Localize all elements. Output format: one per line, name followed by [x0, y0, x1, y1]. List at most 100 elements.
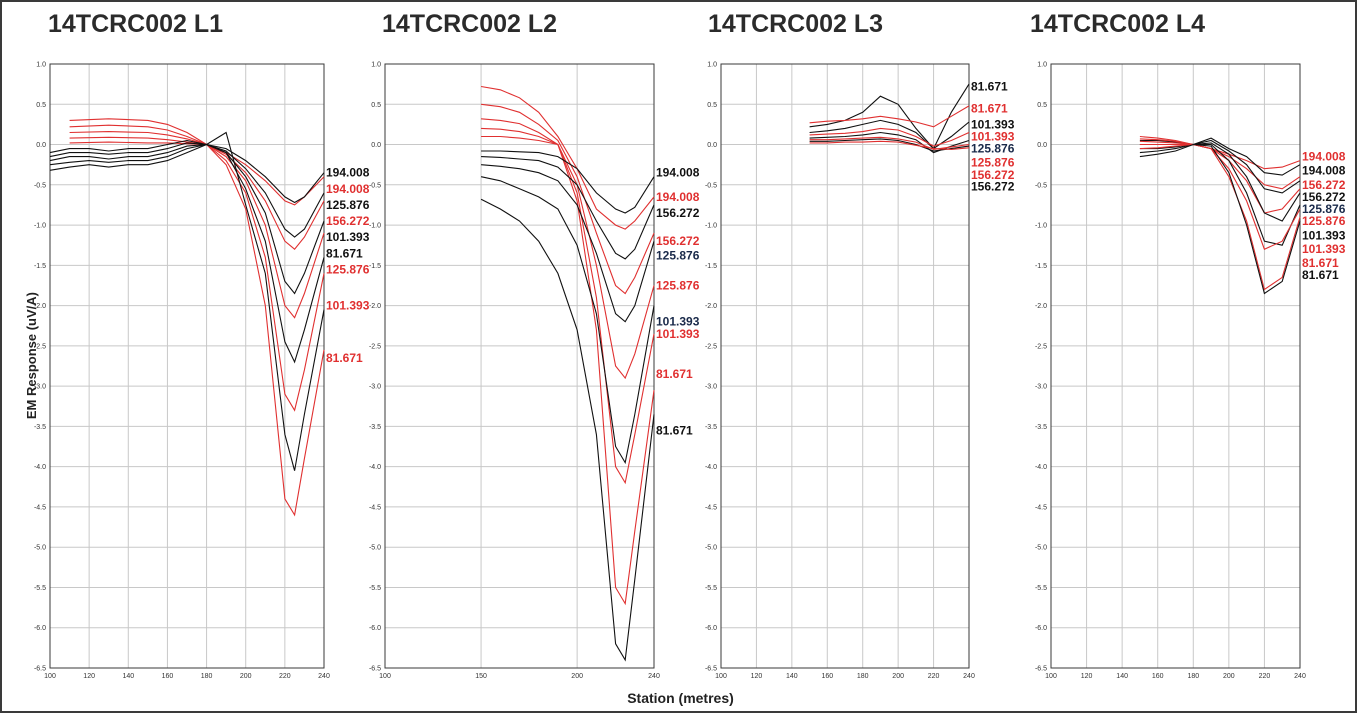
y-tick-label: 0.0	[36, 142, 46, 149]
y-tick-label: -1.5	[1035, 263, 1047, 270]
series-line	[69, 136, 325, 412]
y-tick-label: -0.5	[1035, 182, 1047, 189]
series-line	[809, 138, 970, 152]
y-tick-label: -2.0	[1035, 303, 1047, 310]
y-tick-label: -4.0	[1035, 464, 1047, 471]
x-tick-label: 240	[1294, 673, 1306, 680]
series-label: 81.671	[971, 101, 1008, 115]
y-tick-label: -2.0	[34, 303, 46, 310]
y-tick-label: -2.5	[705, 343, 717, 350]
series-line	[809, 119, 970, 150]
x-tick-label: 220	[1259, 673, 1271, 680]
series-line	[1139, 137, 1301, 176]
y-tick-label: -5.5	[705, 585, 717, 592]
series-label: 156.272	[656, 206, 700, 220]
x-tick-label: 140	[786, 673, 798, 680]
plot-frame	[720, 63, 970, 669]
plot-frame	[384, 63, 655, 669]
y-tick-label: -3.0	[1035, 384, 1047, 391]
y-tick-label: -0.5	[705, 182, 717, 189]
y-tick-label: -2.5	[34, 343, 46, 350]
y-tick-label: -2.5	[369, 343, 381, 350]
series-line	[809, 136, 970, 150]
panel-title-l4: 14TCRC002 L4	[1030, 10, 1206, 38]
series-line	[481, 127, 655, 485]
y-tick-label: 1.0	[1037, 62, 1047, 69]
y-tick-label: -3.0	[34, 384, 46, 391]
series-line	[49, 142, 325, 238]
y-tick-label: -0.5	[34, 182, 46, 189]
series-label: 194.008	[1302, 163, 1346, 177]
y-tick-label: 0.0	[1037, 142, 1047, 149]
y-tick-label: -3.5	[1035, 424, 1047, 431]
series-line	[49, 143, 325, 364]
y-tick-label: -4.5	[369, 504, 381, 511]
series-line	[1139, 143, 1301, 295]
y-tick-label: -2.0	[369, 303, 381, 310]
series-line	[1139, 143, 1301, 246]
series-label: 81.671	[1302, 268, 1339, 282]
series-line	[69, 141, 325, 517]
series-label: 125.876	[656, 278, 700, 292]
y-tick-label: -6.0	[369, 625, 381, 632]
series-label: 81.671	[971, 80, 1008, 94]
series-label: 156.272	[656, 234, 700, 248]
series-line	[1139, 138, 1301, 190]
series-label: 125.876	[326, 262, 370, 276]
y-tick-label: -3.5	[34, 424, 46, 431]
y-tick-label: -5.0	[369, 545, 381, 552]
series-label: 194.008	[326, 182, 370, 196]
y-tick-label: 0.5	[707, 102, 717, 109]
series-label: 194.008	[656, 166, 700, 180]
series-label: 81.671	[326, 246, 363, 260]
series-label: 156.272	[971, 179, 1015, 193]
series-line	[49, 143, 325, 295]
y-tick-label: -3.5	[369, 424, 381, 431]
x-tick-label: 140	[122, 673, 134, 680]
y-tick-label: -3.0	[705, 384, 717, 391]
series-label: 156.272	[1302, 190, 1346, 204]
y-tick-label: -1.0	[34, 223, 46, 230]
y-tick-label: -6.5	[34, 666, 46, 673]
series-line	[481, 135, 655, 606]
series-line	[481, 156, 655, 260]
series-label: 101.393	[326, 230, 370, 244]
series-label: 81.671	[656, 367, 693, 381]
y-tick-label: -6.0	[34, 625, 46, 632]
x-tick-label: 120	[83, 673, 95, 680]
series-label: 125.876	[326, 198, 370, 212]
y-tick-label: 0.0	[707, 142, 717, 149]
y-tick-label: -4.5	[34, 504, 46, 511]
x-axis-label: Station (metres)	[627, 690, 734, 706]
series-line	[809, 140, 970, 150]
series-label: 101.393	[656, 315, 700, 329]
x-tick-label: 200	[571, 673, 583, 680]
y-tick-label: -6.0	[705, 625, 717, 632]
series-label: 194.008	[656, 190, 700, 204]
plot-frame	[49, 63, 325, 669]
y-tick-label: -1.0	[1035, 223, 1047, 230]
y-tick-label: 1.0	[36, 62, 46, 69]
x-tick-label: 100	[379, 673, 391, 680]
x-tick-label: 160	[1152, 673, 1164, 680]
y-tick-label: 0.0	[371, 142, 381, 149]
series-line	[480, 176, 655, 465]
y-tick-label: -4.0	[34, 464, 46, 471]
x-tick-label: 220	[279, 673, 291, 680]
series-line	[1139, 142, 1301, 222]
y-tick-label: -5.5	[34, 585, 46, 592]
y-tick-label: -0.5	[369, 182, 381, 189]
series-line	[49, 131, 325, 471]
y-tick-label: -3.5	[705, 424, 717, 431]
series-line	[69, 131, 325, 319]
x-tick-label: 240	[318, 673, 330, 680]
y-tick-label: -3.0	[369, 384, 381, 391]
x-tick-label: 120	[751, 673, 763, 680]
series-label: 194.008	[1302, 150, 1346, 164]
series-line	[809, 105, 970, 128]
series-label: 101.393	[1302, 242, 1346, 256]
y-tick-label: -6.5	[705, 666, 717, 673]
series-line	[69, 124, 325, 250]
series-line	[481, 164, 655, 323]
